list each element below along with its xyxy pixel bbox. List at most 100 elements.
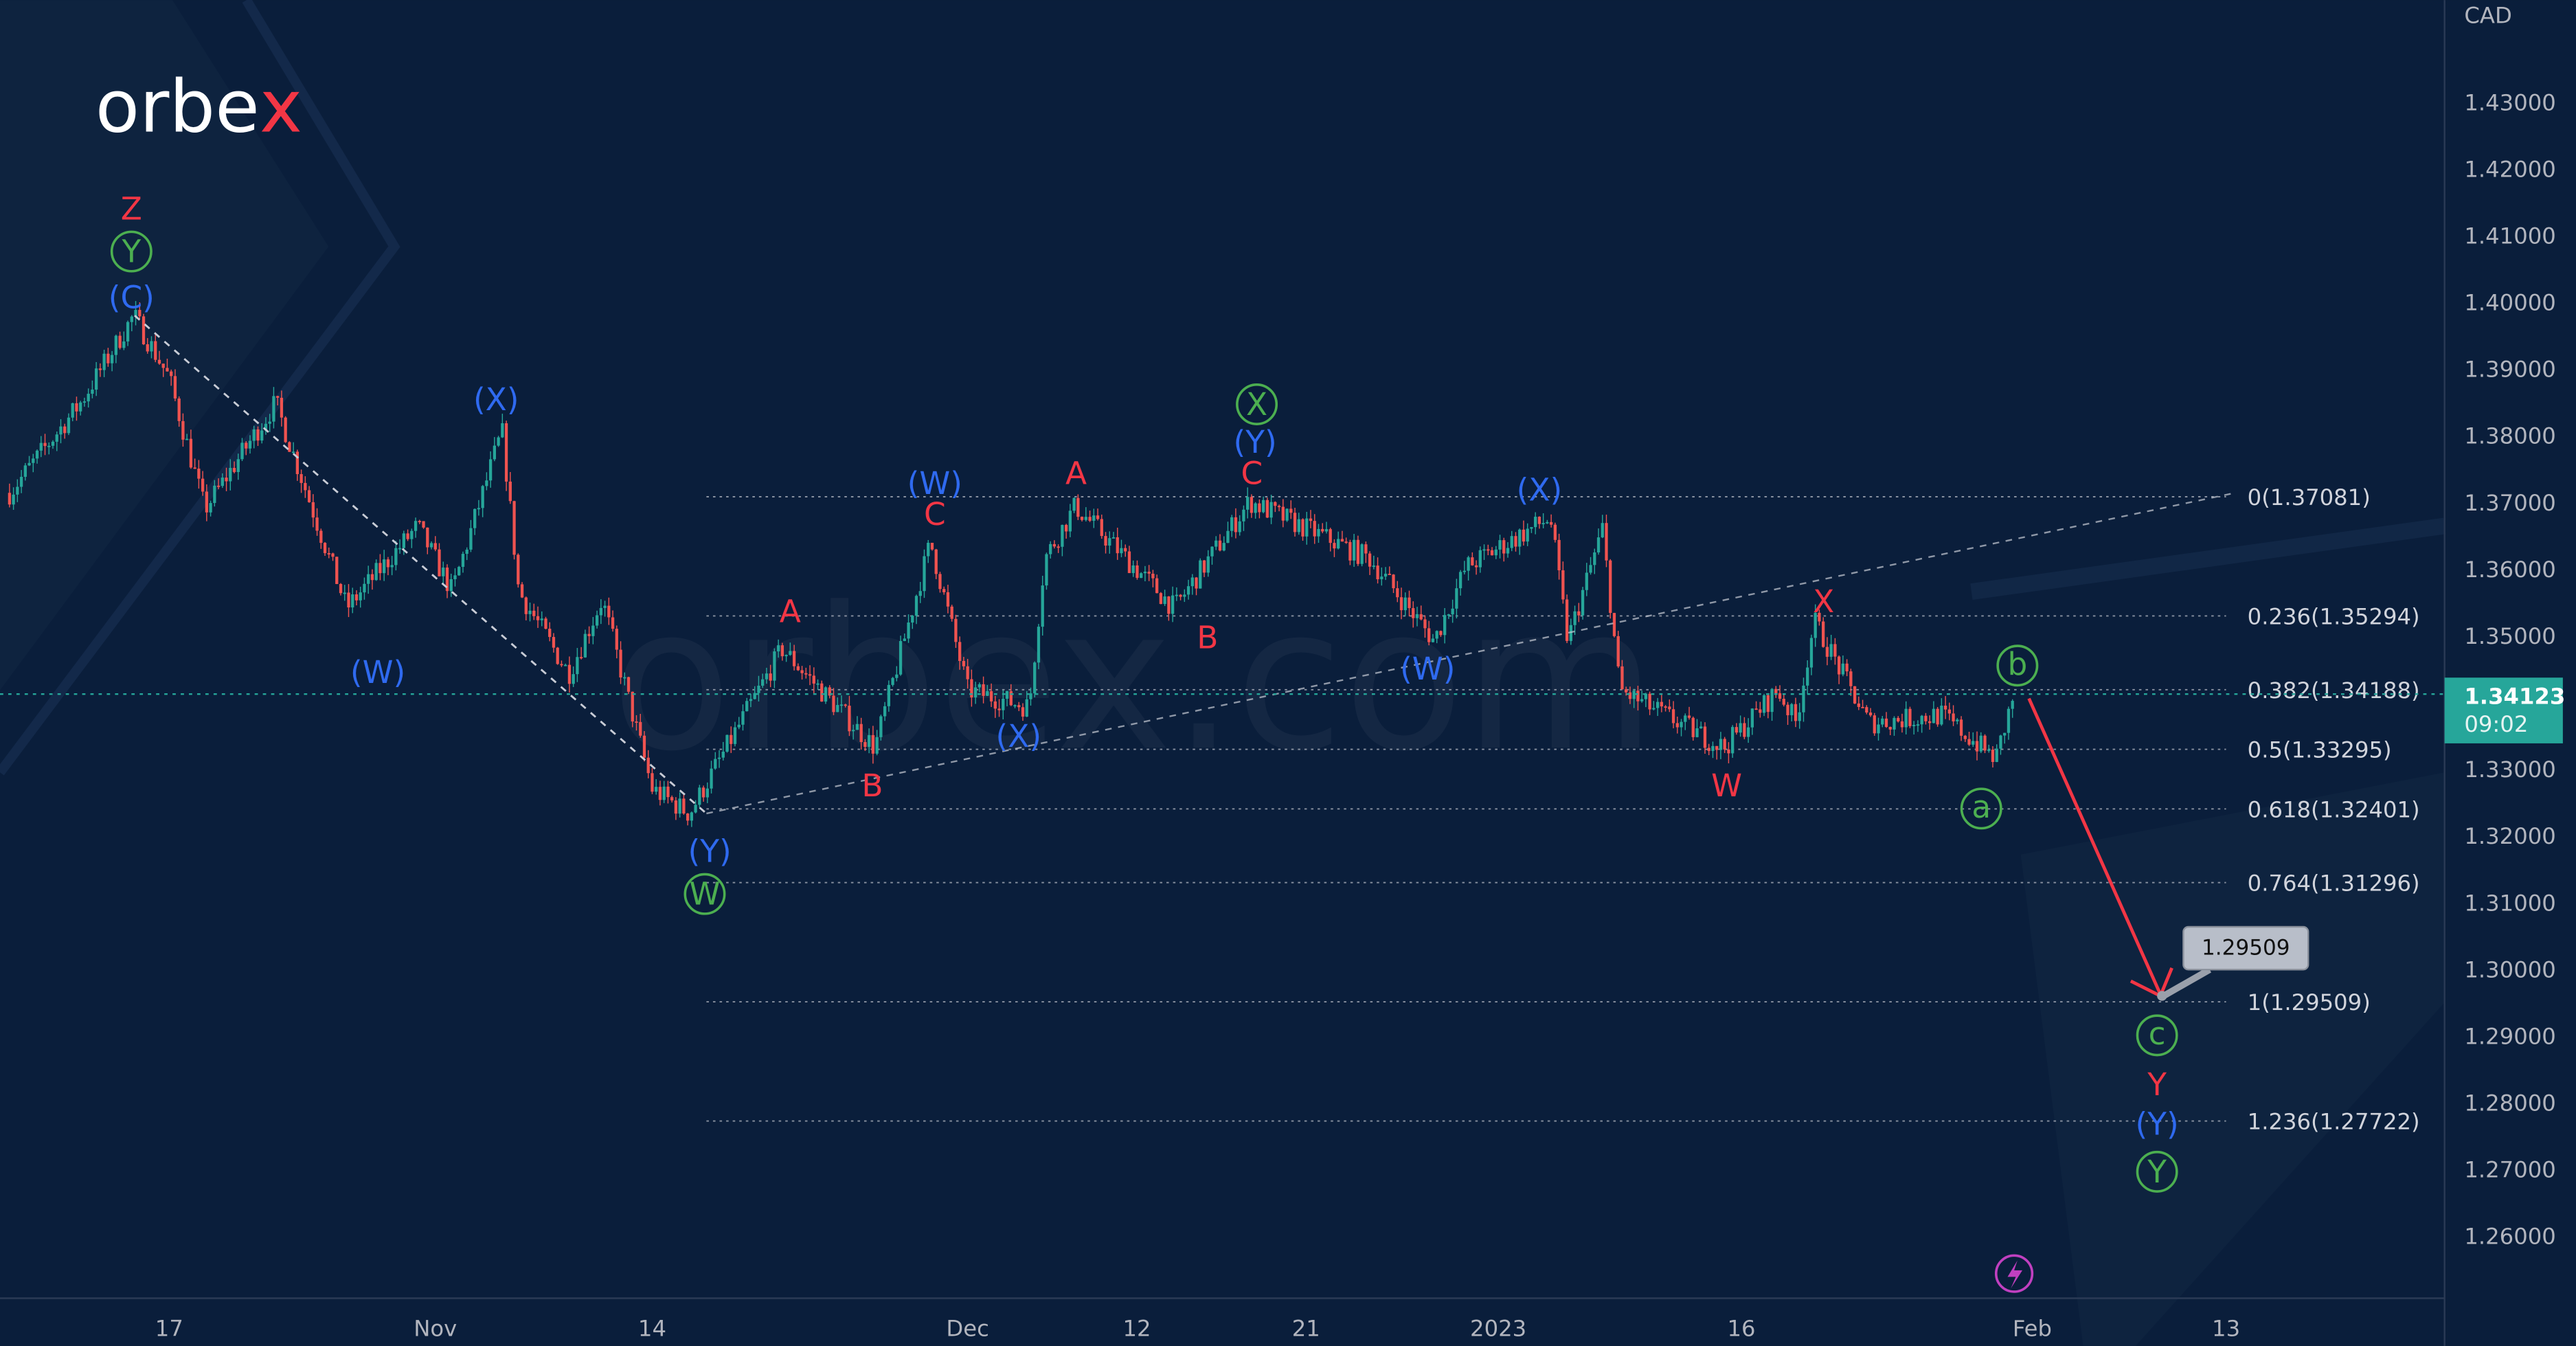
candle-body bbox=[1179, 594, 1182, 597]
candle-body bbox=[745, 701, 749, 712]
wave-label: (Y) bbox=[2136, 1106, 2179, 1142]
candle-body bbox=[895, 674, 899, 678]
orbex-logo: orbex bbox=[95, 64, 302, 148]
candle-body bbox=[331, 553, 335, 557]
candle-body bbox=[599, 607, 602, 616]
candle-body bbox=[1833, 644, 1837, 657]
candle-body bbox=[820, 683, 824, 702]
candle-body bbox=[942, 589, 946, 592]
wave-label: C bbox=[924, 496, 946, 532]
candle-body bbox=[982, 684, 985, 696]
candle-body bbox=[824, 687, 828, 702]
candle-body bbox=[564, 664, 567, 666]
candle-body bbox=[1368, 553, 1372, 567]
price-tick-label: 1.43000 bbox=[2464, 89, 2555, 115]
lightning-icon[interactable] bbox=[1994, 1254, 2034, 1293]
candle-body bbox=[517, 554, 520, 585]
candle-body bbox=[363, 583, 366, 593]
candle-body bbox=[1979, 735, 1982, 752]
candle-body bbox=[1025, 699, 1028, 717]
candle-body bbox=[1313, 521, 1316, 537]
candle-body bbox=[493, 445, 497, 460]
candle-body bbox=[1467, 557, 1470, 571]
candle-body bbox=[272, 396, 275, 422]
candle-body bbox=[954, 618, 958, 642]
candle-body bbox=[938, 574, 942, 590]
candle-body bbox=[1861, 706, 1864, 708]
candle-body bbox=[978, 684, 982, 688]
candle-body bbox=[536, 616, 540, 620]
candle-body bbox=[1605, 523, 1608, 561]
candle-body bbox=[327, 553, 330, 554]
candle-body bbox=[1857, 703, 1860, 707]
candle-body bbox=[55, 434, 58, 442]
candle-body bbox=[757, 685, 760, 693]
candle-body bbox=[442, 568, 445, 576]
candle-body bbox=[863, 742, 867, 748]
candle-body bbox=[556, 647, 559, 664]
candle-body bbox=[1868, 713, 1873, 716]
price-tick-label: 1.31000 bbox=[2464, 890, 2555, 916]
candle-body bbox=[1041, 585, 1044, 627]
candle-body bbox=[883, 706, 887, 717]
candle-body bbox=[1916, 724, 1920, 726]
candle-body bbox=[256, 429, 260, 441]
candle-body bbox=[694, 805, 697, 813]
candle-body bbox=[721, 751, 725, 758]
candle-body bbox=[1699, 726, 1703, 728]
candle-body bbox=[1601, 523, 1604, 538]
candle-body bbox=[12, 494, 15, 505]
candle-body bbox=[1680, 721, 1683, 728]
candle-body bbox=[1104, 536, 1107, 546]
candle-body bbox=[1873, 715, 1876, 734]
candle-body bbox=[560, 664, 563, 666]
candle-body bbox=[1766, 695, 1770, 713]
candle-body bbox=[1893, 717, 1896, 730]
candle-body bbox=[1959, 719, 1963, 736]
candle-body bbox=[276, 396, 280, 398]
candle-body bbox=[1455, 588, 1458, 609]
candle-body bbox=[122, 341, 126, 348]
candle-body bbox=[552, 637, 556, 648]
candle-body bbox=[497, 437, 500, 446]
candle-body bbox=[319, 530, 323, 543]
wave-label: (X) bbox=[473, 381, 519, 418]
candle-body bbox=[307, 490, 311, 502]
candle-body bbox=[138, 310, 142, 317]
candle-body bbox=[457, 567, 461, 576]
candle-body bbox=[1116, 537, 1119, 554]
candle-body bbox=[2007, 708, 2011, 733]
candle-body bbox=[1163, 596, 1166, 605]
candle-body bbox=[1057, 546, 1060, 548]
candle-body bbox=[1380, 576, 1383, 580]
candle-body bbox=[1151, 573, 1155, 579]
price-tick-label: 1.27000 bbox=[2464, 1157, 2555, 1183]
candle-body bbox=[1514, 536, 1517, 547]
candle-body bbox=[1171, 595, 1175, 614]
candle-body bbox=[1616, 636, 1620, 666]
candle-body bbox=[899, 640, 903, 675]
candle-body bbox=[225, 478, 228, 482]
candle-body bbox=[429, 543, 433, 548]
trendline-down[interactable] bbox=[134, 315, 708, 815]
candle-body bbox=[1735, 727, 1739, 733]
candle-body bbox=[1881, 718, 1884, 725]
price-tick-label: 1.37000 bbox=[2464, 490, 2555, 516]
candle-body bbox=[106, 353, 110, 363]
candle-body bbox=[1033, 662, 1037, 694]
price-axis[interactable]: 1.43000 1.42000 1.41000 1.40000 1.39000 1.380… bbox=[2464, 89, 2555, 1249]
candle-body bbox=[1017, 705, 1021, 708]
trendline-up[interactable] bbox=[706, 492, 2235, 815]
candle-body bbox=[1668, 706, 1671, 710]
candle-body bbox=[828, 687, 831, 696]
candle-body bbox=[19, 476, 23, 487]
time-axis[interactable]: 17 Nov 14 Dec 12 21 2023 16 Feb 13 bbox=[155, 1316, 2240, 1342]
candle-body bbox=[469, 528, 473, 550]
candle-body bbox=[1494, 549, 1498, 556]
candle-body bbox=[1774, 688, 1778, 693]
candle-body bbox=[87, 394, 90, 402]
candle-body bbox=[1636, 691, 1640, 702]
candle-body bbox=[1967, 739, 1971, 745]
candle-body bbox=[1447, 614, 1451, 616]
